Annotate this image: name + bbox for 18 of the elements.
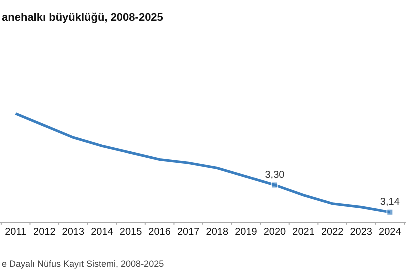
x-tick-label: 2011 <box>5 227 28 238</box>
x-tick-label: 2024 <box>379 227 402 238</box>
chart-title: anehalkı büyüklüğü, 2008-2025 <box>2 12 164 24</box>
data-label: 3,14 <box>380 197 400 208</box>
x-tick-label: 2012 <box>34 227 56 238</box>
x-tick-label: 2015 <box>120 227 143 238</box>
data-label: 3,30 <box>265 170 286 181</box>
x-tick-label: 2017 <box>177 227 200 238</box>
x-tick-label: 2016 <box>148 227 172 238</box>
x-tick-label: 2023 <box>350 227 373 238</box>
x-tick-label: 2018 <box>206 227 229 238</box>
x-tick-label: 2020 <box>264 227 287 238</box>
x-tick-label: 2022 <box>321 227 344 238</box>
x-tick-label: 2019 <box>235 227 258 238</box>
x-tick-label: 2014 <box>91 227 114 238</box>
x-tick-label: 2013 <box>62 227 85 238</box>
text: e Dayalı Nüfus Kayıt Sistemi, 2008-2025 <box>2 259 164 269</box>
x-tick-label: 2021 <box>292 227 316 238</box>
